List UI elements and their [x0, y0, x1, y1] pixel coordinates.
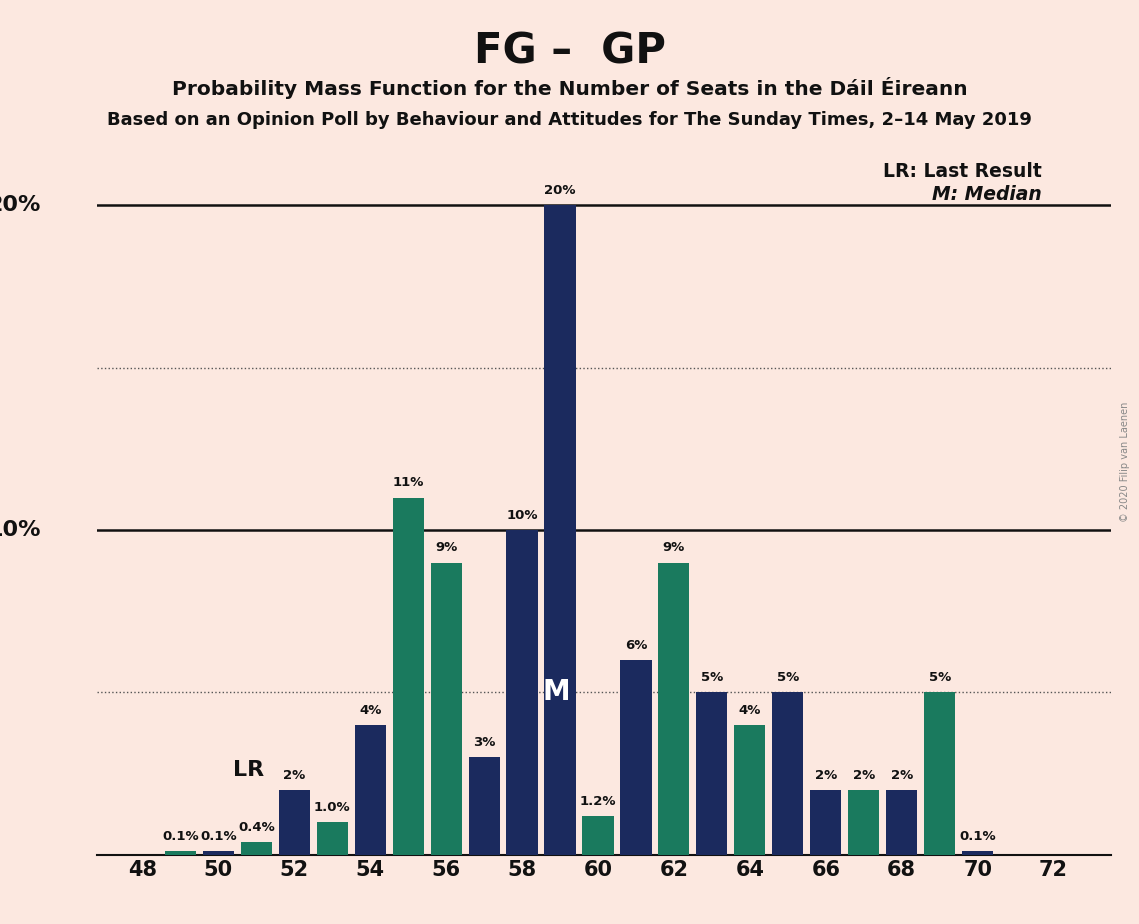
Text: 11%: 11% [393, 477, 424, 490]
Text: M: M [543, 678, 571, 706]
Bar [544, 205, 575, 855]
Text: 5%: 5% [928, 671, 951, 685]
Text: Probability Mass Function for the Number of Seats in the Dáil Éireann: Probability Mass Function for the Number… [172, 77, 967, 99]
Text: 5%: 5% [700, 671, 723, 685]
Bar [735, 724, 765, 855]
Text: LR: Last Result: LR: Last Result [884, 162, 1042, 181]
Bar [507, 530, 538, 855]
Text: 0.4%: 0.4% [238, 821, 274, 833]
Text: 6%: 6% [625, 638, 647, 651]
Bar [924, 692, 956, 855]
Text: 5%: 5% [777, 671, 798, 685]
Text: © 2020 Filip van Laenen: © 2020 Filip van Laenen [1121, 402, 1130, 522]
Text: 10%: 10% [0, 520, 41, 540]
Text: 1.0%: 1.0% [314, 801, 351, 814]
Text: 20%: 20% [0, 195, 41, 215]
Bar [582, 816, 614, 855]
Text: Based on an Opinion Poll by Behaviour and Attitudes for The Sunday Times, 2–14 M: Based on an Opinion Poll by Behaviour an… [107, 111, 1032, 128]
Text: 9%: 9% [663, 541, 685, 554]
Bar [772, 692, 803, 855]
Text: 3%: 3% [473, 736, 495, 749]
Bar [962, 851, 993, 855]
Text: 0.1%: 0.1% [200, 831, 237, 844]
Bar [317, 822, 347, 855]
Text: 0.1%: 0.1% [959, 831, 995, 844]
Text: 10%: 10% [507, 509, 538, 522]
Text: 9%: 9% [435, 541, 457, 554]
Text: 0.1%: 0.1% [162, 831, 198, 844]
Bar [240, 842, 272, 855]
Bar [203, 851, 233, 855]
Bar [165, 851, 196, 855]
Text: 20%: 20% [544, 184, 575, 197]
Bar [354, 724, 386, 855]
Bar [468, 758, 500, 855]
Text: 1.2%: 1.2% [580, 795, 616, 808]
Text: M: Median: M: Median [933, 185, 1042, 204]
Text: 2%: 2% [814, 769, 837, 782]
Bar [658, 563, 689, 855]
Bar [849, 790, 879, 855]
Text: 4%: 4% [359, 704, 382, 717]
Bar [696, 692, 728, 855]
Bar [279, 790, 310, 855]
Bar [393, 497, 424, 855]
Bar [431, 563, 461, 855]
Text: 4%: 4% [739, 704, 761, 717]
Bar [886, 790, 917, 855]
Text: 2%: 2% [853, 769, 875, 782]
Text: FG –  GP: FG – GP [474, 30, 665, 72]
Bar [621, 660, 652, 855]
Text: 2%: 2% [891, 769, 912, 782]
Bar [810, 790, 842, 855]
Text: 2%: 2% [284, 769, 305, 782]
Text: LR: LR [232, 760, 264, 780]
